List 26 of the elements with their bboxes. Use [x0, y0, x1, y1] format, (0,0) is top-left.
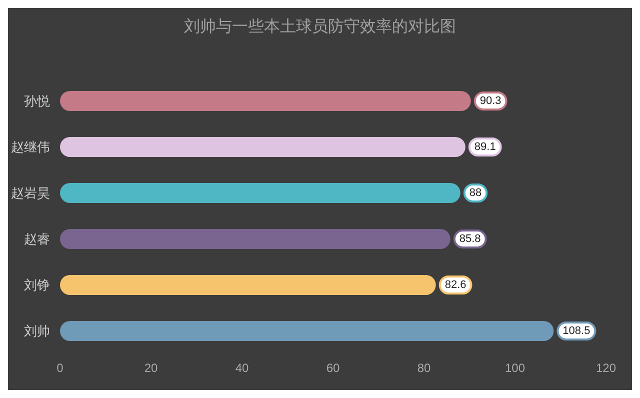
y-tick-label: 孙悦 [24, 94, 50, 108]
data-label: 108.5 [562, 325, 590, 337]
bar [60, 229, 450, 249]
bar [60, 91, 471, 111]
x-tick-label: 40 [235, 361, 249, 375]
x-tick-label: 0 [56, 361, 64, 375]
x-tick-label: 100 [504, 361, 526, 375]
bar [60, 183, 460, 203]
data-label: 88 [469, 187, 482, 199]
data-label: 90.3 [480, 95, 502, 107]
data-label: 89.1 [474, 141, 496, 153]
x-tick-label: 80 [417, 361, 431, 375]
x-tick-label: 120 [596, 361, 616, 375]
bar [60, 137, 466, 157]
bar [60, 275, 436, 295]
y-tick-label: 刘帅 [24, 324, 50, 338]
x-tick-label: 20 [144, 361, 158, 375]
data-label: 85.8 [459, 233, 481, 245]
y-tick-label: 刘铮 [24, 278, 50, 292]
bar [60, 321, 554, 341]
chart-title: 刘帅与一些本土球员防守效率的对比图 [184, 18, 456, 36]
y-tick-label: 赵睿 [24, 232, 50, 246]
y-tick-label: 赵岩昊 [11, 186, 50, 200]
y-tick-label: 赵继伟 [11, 140, 50, 154]
x-tick-label: 60 [326, 361, 340, 375]
data-label: 82.6 [444, 279, 466, 291]
